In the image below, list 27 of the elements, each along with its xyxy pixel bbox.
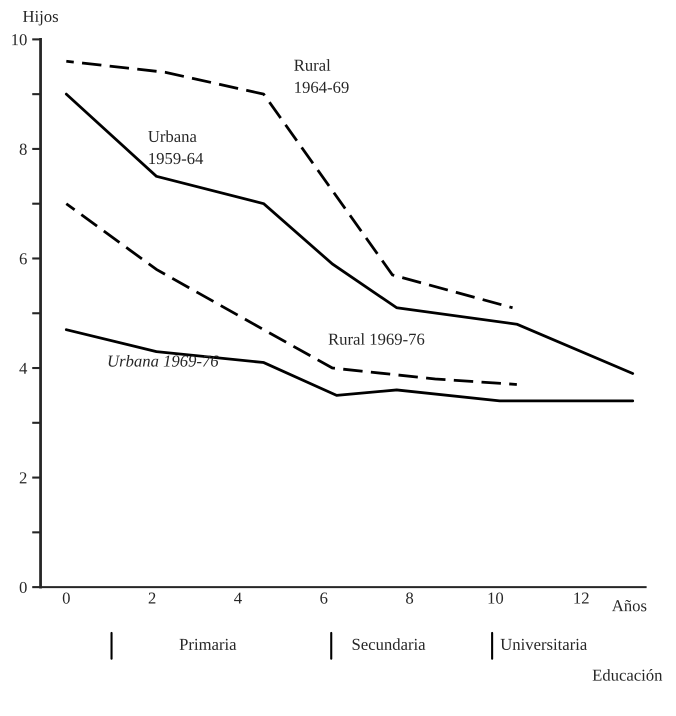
y-axis-title: Hijos	[22, 10, 58, 26]
y-tick-label: 6	[20, 253, 27, 264]
x-tick-label: 10	[488, 592, 504, 604]
text: Universitaria	[500, 638, 588, 650]
text: Primaria	[180, 638, 236, 650]
y-tick-label: 8	[20, 144, 27, 155]
x-tick-label: 8	[406, 592, 414, 604]
line-series	[64, 202, 518, 386]
x-tick-label: 2	[148, 592, 156, 604]
line-series	[64, 92, 634, 375]
series-label: Rural 1964-69	[294, 59, 349, 93]
x-tick-label: 6	[320, 592, 328, 604]
series-label: Rural 1969-76	[328, 333, 424, 345]
text: Educación	[592, 669, 662, 681]
x-tick-label: 12	[574, 592, 589, 604]
text: Secundaria	[352, 638, 426, 650]
x-tick-label: 4	[234, 592, 242, 604]
x-axis-title: Años	[612, 600, 646, 612]
y-tick-label: 0	[20, 582, 27, 594]
series-label: Urbana 1969-76	[108, 354, 219, 367]
line-series	[64, 60, 514, 310]
line-series	[64, 328, 634, 402]
x-tick-label: 0	[62, 592, 70, 604]
y-tick-label: 10	[12, 34, 27, 46]
series-label: Urbana 1959-64	[148, 130, 204, 164]
y-tick-label: 2	[20, 472, 26, 484]
y-tick-label: 4	[19, 362, 28, 374]
